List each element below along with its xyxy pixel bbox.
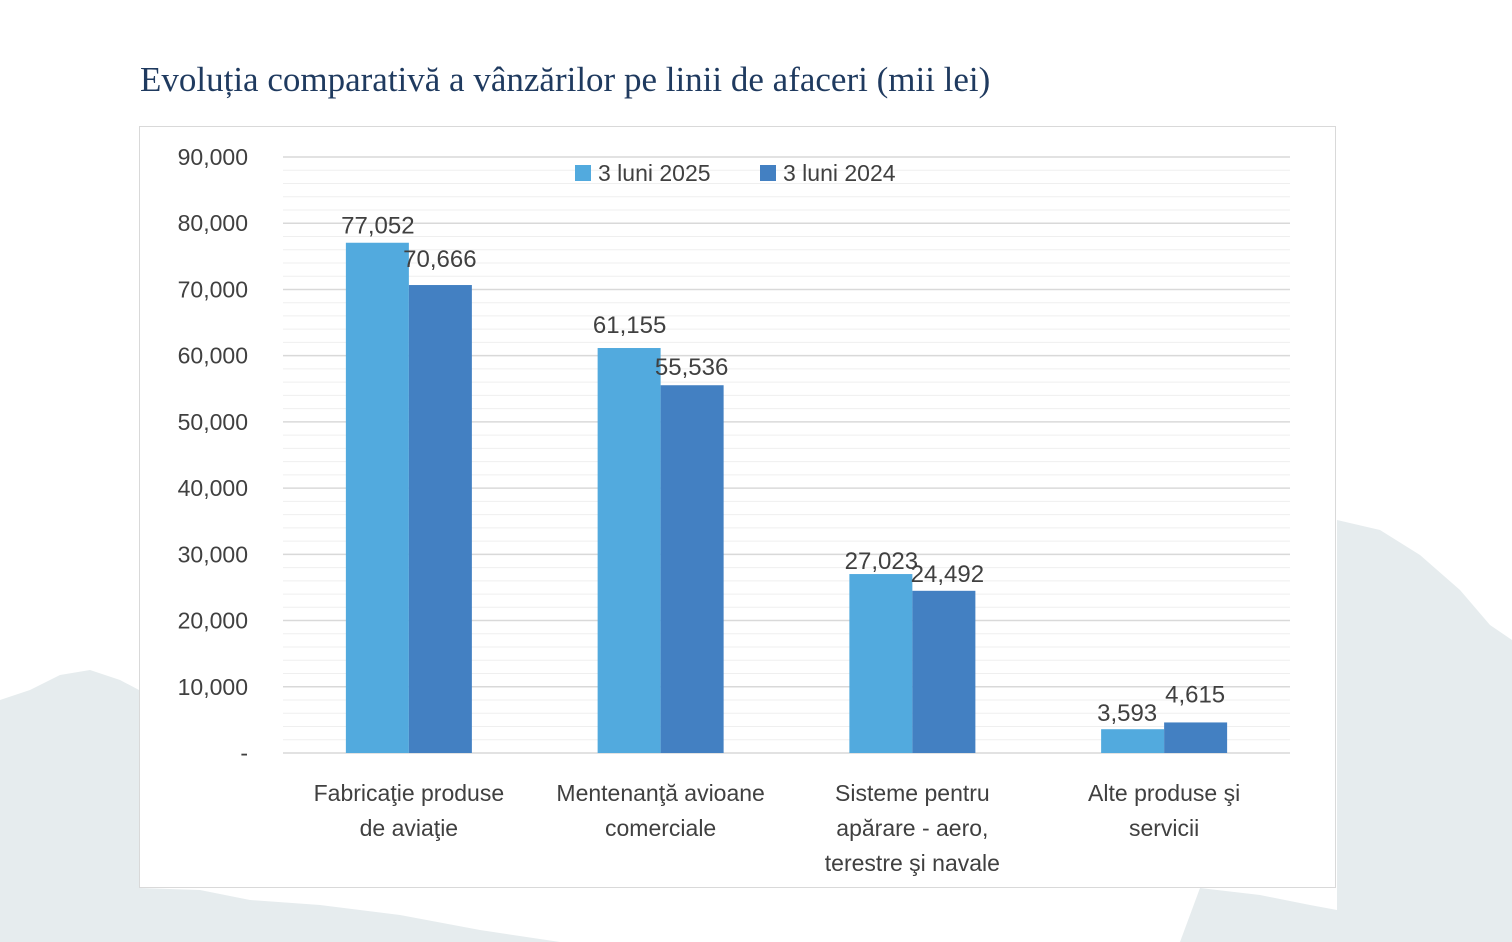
legend: 3 luni 2025 3 luni 2024 (575, 160, 896, 186)
data-label: 55,536 (655, 354, 728, 381)
y-tick-label: 30,000 (178, 541, 248, 567)
x-tick-label: Mentenanţă avioane (556, 780, 764, 806)
map-landmass-bottom (139, 888, 560, 942)
y-tick-label: 70,000 (178, 276, 248, 302)
y-tick-label: 20,000 (178, 608, 248, 634)
x-axis: Fabricaţie produse de aviaţie Mentenanţă a… (314, 780, 1241, 876)
bar-2024-2 (912, 590, 976, 753)
bars (345, 242, 1228, 753)
map-landmass-right (1337, 520, 1512, 942)
y-axis: - 10,000 20,000 30,000 40,000 50,000 60,000 70,… (178, 144, 248, 766)
x-tick-label: Sisteme pentru (835, 780, 990, 806)
bar-2024-0 (408, 285, 472, 753)
data-label: 3,593 (1097, 700, 1157, 727)
legend-label: 3 luni 2024 (783, 160, 896, 186)
x-tick-label: de aviaţie (360, 815, 458, 841)
bar-2025-0 (345, 242, 409, 753)
y-tick-label: 80,000 (178, 210, 248, 236)
data-label: 61,155 (593, 312, 666, 339)
y-tick-label: 10,000 (178, 674, 248, 700)
y-tick-label: - (240, 740, 248, 766)
legend-swatch (575, 165, 591, 181)
bar-2025-2 (849, 574, 913, 753)
x-tick-label: Alte produse şi (1088, 780, 1240, 806)
x-tick-label: servicii (1129, 815, 1199, 841)
bar-2024-1 (660, 385, 724, 753)
y-tick-label: 60,000 (178, 343, 248, 369)
x-tick-label: apărare - aero, (836, 815, 988, 841)
data-labels: 77,052 61,155 27,023 3,593 70,666 55,536 24,49… (341, 213, 1225, 727)
x-tick-label: Fabricaţie produse (314, 780, 505, 806)
map-landmass-left-island (10, 730, 60, 770)
legend-swatch (760, 165, 776, 181)
bar-2025-3 (1101, 729, 1165, 753)
x-tick-label: comerciale (605, 815, 716, 841)
data-label: 77,052 (341, 213, 414, 240)
bar-2024-3 (1164, 722, 1228, 753)
minor-gridlines (283, 169, 1290, 741)
chart-frame (139, 126, 1336, 888)
data-label: 70,666 (403, 246, 476, 273)
y-tick-label: 50,000 (178, 409, 248, 435)
y-tick-label: 40,000 (178, 475, 248, 501)
data-label: 24,492 (911, 561, 984, 588)
page-title: Evoluția comparativă a vânzărilor pe lin… (140, 60, 991, 99)
map-landmass-bottom-right (1180, 888, 1337, 942)
y-tick-label: 90,000 (178, 144, 248, 170)
data-label: 4,615 (1165, 681, 1225, 708)
bar-2025-1 (597, 348, 661, 753)
x-tick-label: terestre şi navale (825, 850, 1000, 876)
data-label: 27,023 (845, 548, 918, 575)
legend-label: 3 luni 2025 (598, 160, 711, 186)
